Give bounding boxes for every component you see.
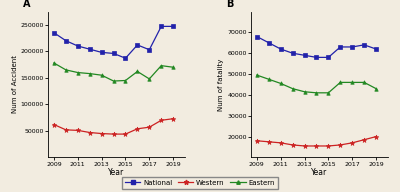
Legend: National, Western, Eastern: National, Western, Eastern bbox=[122, 177, 278, 189]
X-axis label: Year: Year bbox=[108, 168, 125, 177]
Text: B: B bbox=[226, 0, 234, 9]
X-axis label: Year: Year bbox=[311, 168, 328, 177]
Y-axis label: Num of fatality: Num of fatality bbox=[218, 58, 224, 111]
Y-axis label: Num of Accident: Num of Accident bbox=[12, 55, 18, 113]
Text: A: A bbox=[23, 0, 31, 9]
